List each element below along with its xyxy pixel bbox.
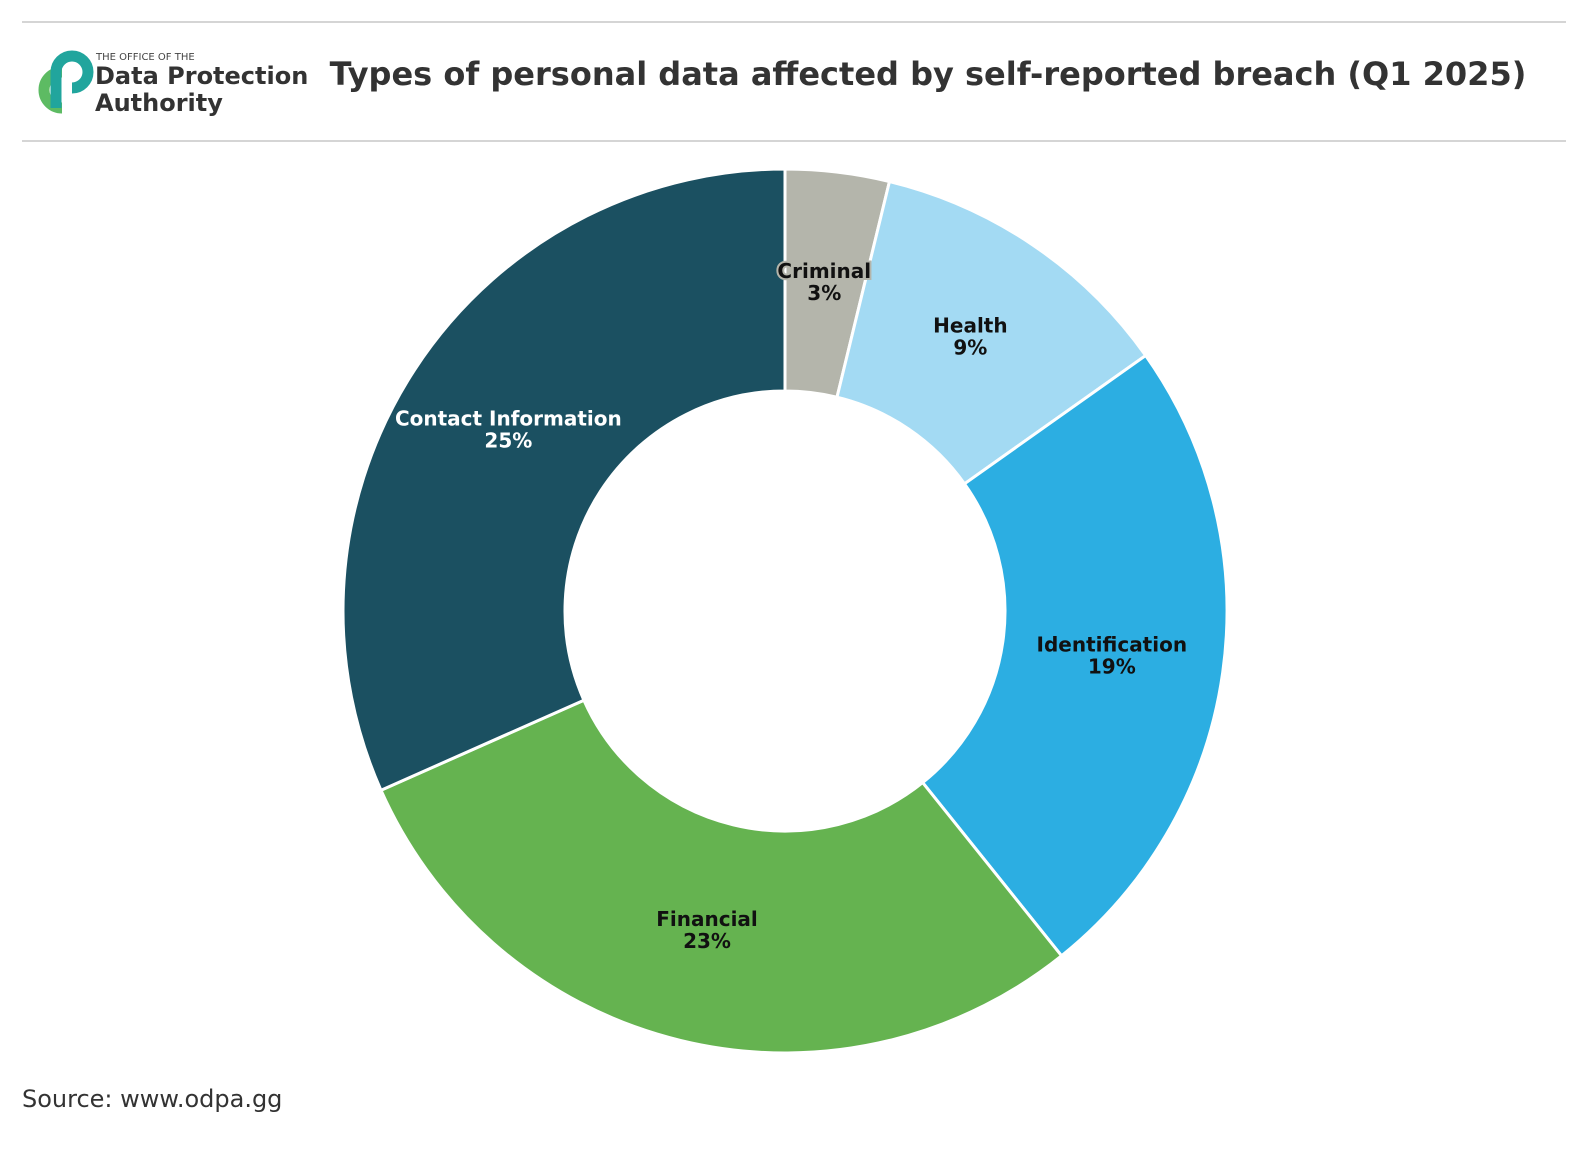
value-label: 19% xyxy=(1088,654,1136,678)
donut-slice xyxy=(920,353,1229,958)
logo-arc xyxy=(50,50,94,108)
slice-label: Health xyxy=(933,313,1007,337)
slice-label: Criminal xyxy=(777,259,871,283)
value-label: 9% xyxy=(953,335,987,359)
value-label: 3% xyxy=(807,281,841,305)
slice-label: Identification xyxy=(1037,632,1188,656)
logo-text: Authority xyxy=(95,89,223,117)
value-label: 23% xyxy=(683,929,731,953)
slice-label: Financial xyxy=(656,907,758,931)
slice-label: Contact Information xyxy=(395,407,622,431)
logo-text: Data Protection xyxy=(95,62,308,90)
donut-slice xyxy=(835,179,1148,486)
donut-slice xyxy=(378,698,1064,1055)
donut-slice xyxy=(341,167,787,793)
chart-title: Types of personal data affected by self-… xyxy=(330,55,1527,93)
source: Source: www.odpa.gg xyxy=(22,1085,282,1113)
value-label: 25% xyxy=(484,429,532,453)
logo: THE OFFICE OF THE Data Protection Author… xyxy=(38,50,308,117)
logo-small: THE OFFICE OF THE xyxy=(95,52,195,63)
